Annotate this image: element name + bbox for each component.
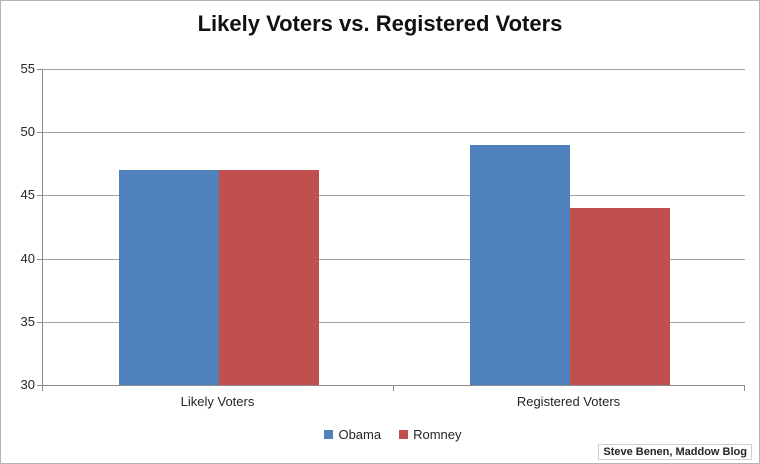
gridline-40 xyxy=(43,258,745,260)
x-tick-mark-0 xyxy=(42,386,43,391)
y-tick-mark-30 xyxy=(37,385,42,386)
x-axis-label-registered-voters: Registered Voters xyxy=(516,394,621,409)
y-tick-label-30: 30 xyxy=(20,377,35,392)
x-axis-label-likely-voters: Likely Voters xyxy=(180,394,255,409)
bar-obama-likely-voters xyxy=(118,170,219,385)
gridline-50 xyxy=(43,132,745,134)
y-tick-mark-45 xyxy=(37,195,42,197)
bar-obama-registered-voters xyxy=(469,144,570,385)
y-tick-mark-50 xyxy=(37,132,42,134)
legend-label-obama: Obama xyxy=(338,427,382,442)
chart-title: Likely Voters vs. Registered Voters xyxy=(197,11,563,36)
y-tick-label-55: 55 xyxy=(20,61,35,76)
plot-area xyxy=(42,69,745,386)
y-tick-label-45: 45 xyxy=(20,187,35,203)
legend-item-romney: Romney xyxy=(399,427,462,442)
legend-swatch-romney xyxy=(399,430,409,439)
y-tick-mark-40 xyxy=(37,258,42,260)
legend-label-romney: Romney xyxy=(413,427,462,442)
bar-romney-likely-voters xyxy=(218,170,319,385)
y-tick-label-35: 35 xyxy=(20,313,35,329)
y-tick-mark-35 xyxy=(37,321,42,323)
y-tick-label-50: 50 xyxy=(20,124,35,140)
y-tick-mark-55 xyxy=(37,69,42,70)
legend: Obama Romney xyxy=(42,427,744,442)
gridline-45 xyxy=(43,195,745,197)
y-tick-label-40: 40 xyxy=(20,250,35,266)
legend-swatch-obama xyxy=(324,430,334,439)
bar-romney-registered-voters xyxy=(569,208,670,385)
x-tick-mark-2 xyxy=(744,386,745,391)
attribution: Steve Benen, Maddow Blog xyxy=(598,444,752,460)
gridline-35 xyxy=(43,321,745,323)
gridline-55 xyxy=(43,69,745,70)
x-tick-mark-1 xyxy=(393,386,394,391)
legend-item-obama: Obama xyxy=(324,427,381,442)
